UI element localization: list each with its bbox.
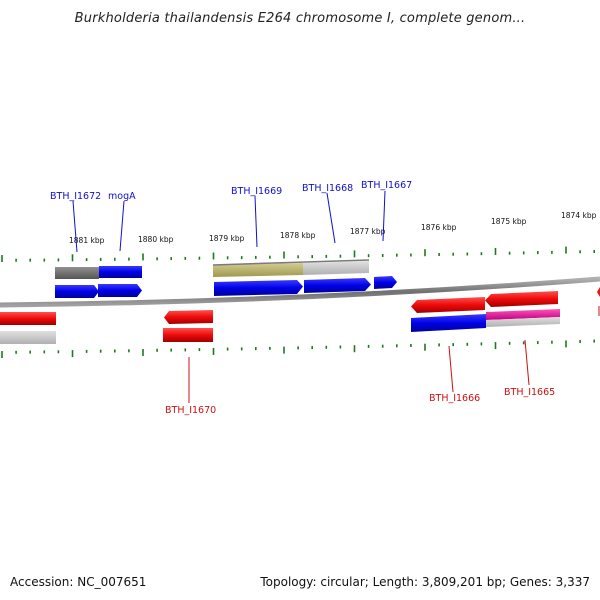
gene-reverse-arrow-5[interactable] [485, 291, 558, 307]
gene-reverse-3[interactable] [163, 328, 213, 342]
kbp-label-1877: 1877 kbp [350, 227, 386, 236]
feature-track-edge [212, 259, 370, 266]
leader-moga [119, 200, 125, 252]
kbp-label-1875: 1875 kbp [491, 217, 527, 226]
feature-light-gray-3[interactable] [486, 317, 560, 327]
kbp-tick-row-bottom [1, 339, 596, 358]
feature-olive-1[interactable] [213, 263, 303, 277]
feature-pink-1[interactable] [486, 309, 560, 320]
leader-bth-i1669 [254, 195, 258, 248]
kbp-label-1876: 1876 kbp [421, 223, 457, 232]
gene-label-bth-i1666[interactable]: BTH_I1666 [429, 393, 480, 404]
leader-bth-i1667 [382, 190, 386, 242]
kbp-label-1874: 1874 kbp [561, 211, 597, 220]
gene-reverse-arrow-4[interactable] [411, 297, 485, 313]
kbp-label-1880: 1880 kbp [138, 235, 174, 244]
leader-bth-i1668 [326, 192, 336, 244]
gene-reverse-1[interactable] [0, 312, 56, 325]
gene-label-bth-i1668[interactable]: BTH_I1668 [302, 183, 353, 194]
kbp-tick-row-top [1, 246, 596, 262]
kbp-label-1881: 1881 kbp [69, 236, 105, 245]
gene-forward-arrow-3[interactable] [214, 280, 303, 296]
gene-label-bth-i1667[interactable]: BTH_I1667 [361, 180, 412, 191]
gene-reverse-edge-partial[interactable] [597, 287, 600, 297]
map-title: Burkholderia thailandensis E264 chromoso… [74, 11, 526, 26]
gene-forward-arrow-1[interactable] [55, 285, 99, 298]
feature-light-gray-1[interactable] [303, 261, 369, 275]
feature-blue-1[interactable] [99, 266, 142, 278]
leader-bth-i1665 [524, 339, 530, 386]
genome-stats-text: Topology: circular; Length: 3,809,201 bp… [260, 575, 590, 589]
gene-label-bth-i1669[interactable]: BTH_I1669 [231, 186, 282, 197]
kbp-label-1879: 1879 kbp [209, 234, 245, 243]
gene-forward-arrow-4[interactable] [304, 278, 371, 293]
leader-bth-i1672 [72, 200, 78, 253]
kbp-label-1878: 1878 kbp [280, 231, 316, 240]
leader-bth-i1666 [448, 345, 454, 393]
gene-reverse-arrow-2[interactable] [164, 310, 213, 324]
gene-label-bth-i1672[interactable]: BTH_I1672 [50, 191, 101, 202]
feature-light-gray-2[interactable] [0, 331, 56, 344]
gene-label-moga[interactable]: mogA [108, 191, 136, 202]
gene-label-bth-i1665[interactable]: BTH_I1665 [504, 387, 555, 398]
chromosome-backbone [0, 276, 600, 308]
accession-text: Accession: NC_007651 [10, 575, 147, 589]
gene-forward-arrow-5[interactable] [374, 276, 397, 289]
feature-gray-1[interactable] [55, 267, 99, 279]
gene-label-bth-i1670[interactable]: BTH_I1670 [165, 405, 216, 416]
gene-forward-block-6[interactable] [411, 314, 486, 332]
gene-forward-arrow-2[interactable] [98, 284, 142, 297]
